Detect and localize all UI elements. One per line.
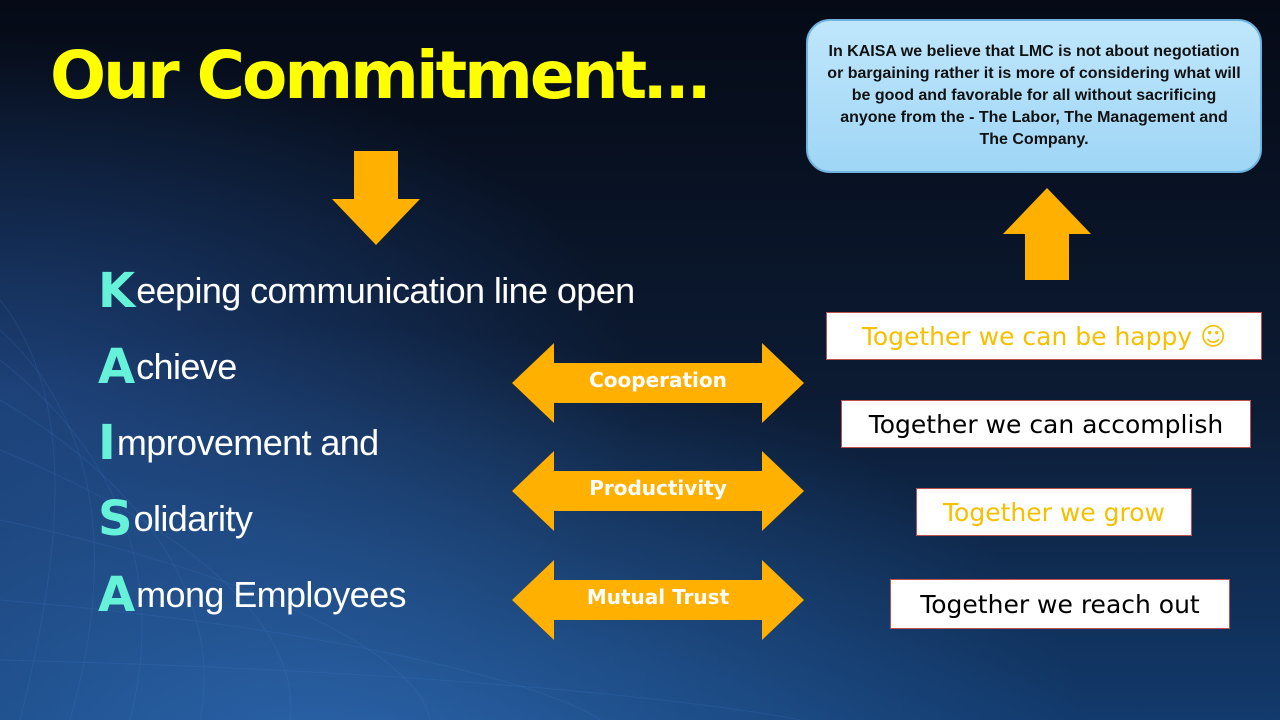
- kaisa-acronym-list: K eeping communication line open A chiev…: [98, 253, 635, 633]
- kaisa-word: mprovement and: [116, 422, 379, 463]
- up-arrow-icon: [1003, 188, 1091, 280]
- kaisa-letter: I: [98, 415, 116, 471]
- arrow-label-cooperation: Cooperation: [589, 368, 727, 392]
- callout-text: In KAISA we believe that LMC is not abou…: [827, 43, 1241, 148]
- together-text: Together we can accomplish: [868, 409, 1224, 439]
- kaisa-letter: S: [98, 491, 133, 547]
- down-arrow-icon: [332, 151, 420, 245]
- arrow-label-productivity: Productivity: [589, 476, 727, 500]
- kaisa-word: eeping communication line open: [136, 270, 635, 311]
- kaisa-line: S olidarity: [98, 481, 635, 557]
- kaisa-line: K eeping communication line open: [98, 253, 635, 329]
- double-arrow-icon: [512, 451, 804, 531]
- kaisa-word: mong Employees: [136, 574, 406, 615]
- slide-title: Our Commitment…: [50, 37, 710, 114]
- together-box-grow: Together we grow: [916, 488, 1192, 536]
- kaisa-line: A mong Employees: [98, 557, 635, 633]
- together-text: Together we reach out: [920, 589, 1200, 619]
- kaisa-line: A chieve: [98, 329, 635, 405]
- arrow-label-mutual-trust: Mutual Trust: [586, 585, 730, 609]
- together-text: Together we can be happy ☺: [861, 321, 1227, 351]
- double-arrow-icon: [512, 343, 804, 423]
- together-box-accomplish: Together we can accomplish: [841, 400, 1251, 448]
- kaisa-letter: K: [98, 263, 136, 319]
- kaisa-letter: A: [98, 567, 136, 623]
- together-text: Together we grow: [943, 497, 1165, 527]
- together-box-happy: Together we can be happy ☺: [826, 312, 1262, 360]
- kaisa-word: olidarity: [133, 498, 253, 539]
- together-box-reach-out: Together we reach out: [890, 579, 1230, 629]
- double-arrow-icon: [512, 560, 804, 640]
- callout-box: In KAISA we believe that LMC is not abou…: [806, 19, 1262, 173]
- kaisa-word: chieve: [136, 346, 237, 387]
- kaisa-line: I mprovement and: [98, 405, 635, 481]
- kaisa-letter: A: [98, 339, 136, 395]
